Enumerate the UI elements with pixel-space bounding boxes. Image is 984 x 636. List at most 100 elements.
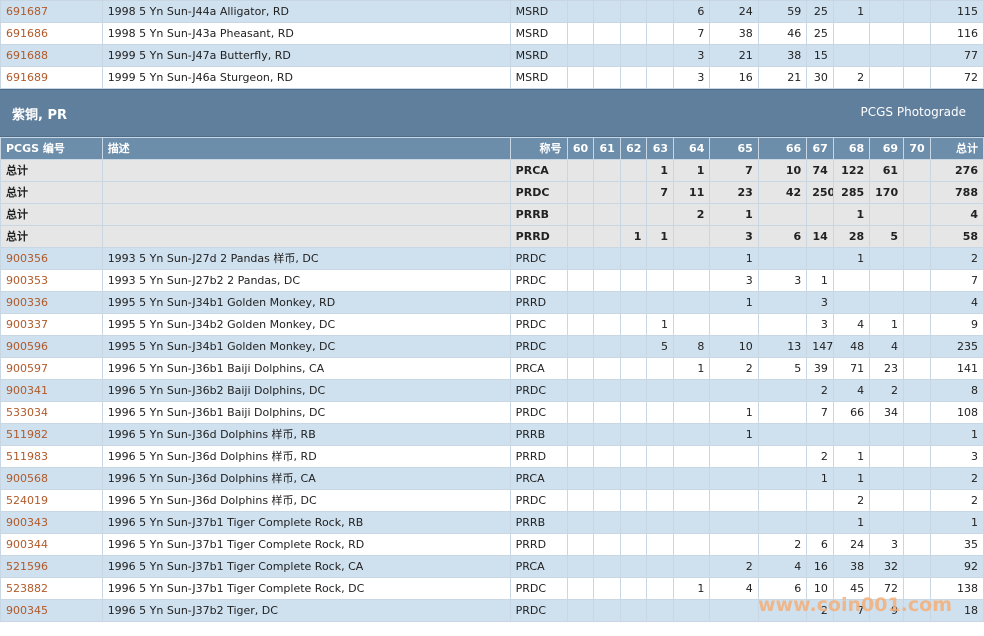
total-desc-cell	[101, 203, 511, 226]
pcgs-number-link[interactable]: 521596	[0, 555, 103, 578]
pcgs-number-link[interactable]: 691687	[0, 0, 103, 23]
grade-66-cell	[757, 291, 808, 314]
grade-60-cell	[566, 445, 595, 468]
grade-63-cell	[646, 203, 675, 226]
pcgs-number-link[interactable]: 533034	[0, 401, 103, 424]
pcgs-number-link[interactable]: 511983	[0, 445, 103, 468]
pcgs-number-link[interactable]: 511982	[0, 423, 103, 446]
table-row: 511983 1996 5 Yn Sun-J36d Dolphins 样币, RD…	[0, 445, 984, 468]
grade-70-cell	[903, 577, 931, 600]
grade-65-cell: 1	[709, 203, 759, 226]
population-table: PCGS 编号 描述 称号 60 61 62 63 64 65 66 67 68 69 70 总计 总…	[0, 137, 984, 622]
top-table: 691687 1998 5 Yn Sun-J44a Alligator, RD MS…	[0, 0, 984, 89]
total-label: 总计	[0, 203, 103, 226]
grade-62-cell	[619, 0, 648, 23]
grade-66-cell: 21	[757, 66, 808, 89]
grade-61-cell	[593, 0, 621, 23]
grade-60-cell	[566, 401, 595, 424]
pcgs-number-link[interactable]: 524019	[0, 489, 103, 512]
grade-65-cell: 3	[709, 225, 759, 248]
grade-63-cell	[646, 555, 675, 578]
total-row: 总计 PRRD 1 1 3 6 14 28 5 58	[0, 225, 984, 248]
grade-66-cell	[757, 203, 808, 226]
section-header: 紫铜, PR PCGS Photograde	[0, 89, 984, 137]
grade-69-cell: 72	[869, 577, 905, 600]
grade-63-cell	[646, 511, 675, 534]
grade-66-cell: 13	[757, 335, 808, 358]
grade-63-cell	[646, 533, 675, 556]
grade-66-cell	[757, 423, 808, 446]
grade-60-cell	[566, 379, 595, 402]
pcgs-number-link[interactable]: 900596	[0, 335, 103, 358]
grade-68-cell: 38	[832, 555, 871, 578]
grade-64-cell	[673, 533, 711, 556]
grade-66-cell: 6	[757, 577, 808, 600]
grade-63-cell	[646, 445, 675, 468]
pcgs-number-link[interactable]: 900597	[0, 357, 103, 380]
grade-68-cell: 1	[832, 203, 871, 226]
grade-69-cell	[869, 22, 905, 45]
pcgs-number-link[interactable]: 691686	[0, 22, 103, 45]
grade-68-cell: 2	[832, 66, 871, 89]
total-cell: 115	[929, 0, 984, 23]
grade-69-cell: 32	[869, 555, 905, 578]
grade-60-cell	[566, 66, 595, 89]
photograde-link[interactable]: PCGS Photograde	[860, 105, 966, 119]
grade-66-cell: 3	[757, 269, 808, 292]
grade-68-cell: 66	[832, 401, 871, 424]
grade-61-cell	[593, 599, 621, 622]
col-header-grade-61: 61	[593, 137, 621, 160]
grade-62-cell	[619, 489, 648, 512]
grade-64-cell: 7	[673, 22, 711, 45]
pcgs-number-link[interactable]: 900353	[0, 269, 103, 292]
grade-67-cell: 25	[806, 0, 834, 23]
pcgs-number-link[interactable]: 523882	[0, 577, 103, 600]
coin-description: 1996 5 Yn Sun-J36b1 Baiji Dolphins, DC	[101, 401, 511, 424]
pcgs-number-link[interactable]: 691688	[0, 44, 103, 67]
coin-description: 1996 5 Yn Sun-J36d Dolphins 样币, RD	[101, 445, 511, 468]
pcgs-number-link[interactable]: 900356	[0, 247, 103, 270]
grade-60-cell	[566, 159, 595, 182]
watermark-text: www.coin001.com	[758, 594, 953, 616]
grade-64-cell	[673, 555, 711, 578]
table-header-row: PCGS 编号 描述 称号 60 61 62 63 64 65 66 67 68 69 70 总计	[0, 137, 984, 160]
grade-61-cell	[593, 181, 621, 204]
grade-66-cell: 4	[757, 555, 808, 578]
grade-62-cell	[619, 401, 648, 424]
pcgs-number-link[interactable]: 900343	[0, 511, 103, 534]
col-header-grade-66: 66	[757, 137, 808, 160]
grade-68-cell: 1	[832, 445, 871, 468]
grade-62-cell	[619, 511, 648, 534]
grade-63-cell	[646, 577, 675, 600]
grade-62-cell	[619, 335, 648, 358]
grade-68-cell: 2	[832, 489, 871, 512]
grade-62-cell	[619, 181, 648, 204]
grade-64-cell	[673, 225, 711, 248]
grade-65-cell	[709, 599, 759, 622]
grade-67-cell: 1	[806, 269, 834, 292]
pcgs-number-link[interactable]: 900345	[0, 599, 103, 622]
total-cell: 4	[929, 291, 984, 314]
total-cell: 108	[929, 401, 984, 424]
grade-62-cell: 1	[619, 225, 648, 248]
grade-69-cell	[869, 269, 905, 292]
coin-description: 1996 5 Yn Sun-J36d Dolphins 样币, RB	[101, 423, 511, 446]
grade-69-cell: 61	[869, 159, 905, 182]
grade-70-cell	[903, 335, 931, 358]
pcgs-number-link[interactable]: 900341	[0, 379, 103, 402]
pcgs-number-link[interactable]: 691689	[0, 66, 103, 89]
total-desc-cell	[101, 181, 511, 204]
grade-69-cell: 170	[869, 181, 905, 204]
grade-65-cell	[709, 379, 759, 402]
col-header-total: 总计	[929, 137, 984, 160]
grade-62-cell	[619, 247, 648, 270]
pcgs-number-link[interactable]: 900336	[0, 291, 103, 314]
grade-64-cell	[673, 379, 711, 402]
grade-69-cell	[869, 423, 905, 446]
pcgs-number-link[interactable]: 900337	[0, 313, 103, 336]
grade-60-cell	[566, 511, 595, 534]
designation-cell: PRDC	[509, 489, 568, 512]
pcgs-number-link[interactable]: 900568	[0, 467, 103, 490]
grade-68-cell	[832, 423, 871, 446]
pcgs-number-link[interactable]: 900344	[0, 533, 103, 556]
